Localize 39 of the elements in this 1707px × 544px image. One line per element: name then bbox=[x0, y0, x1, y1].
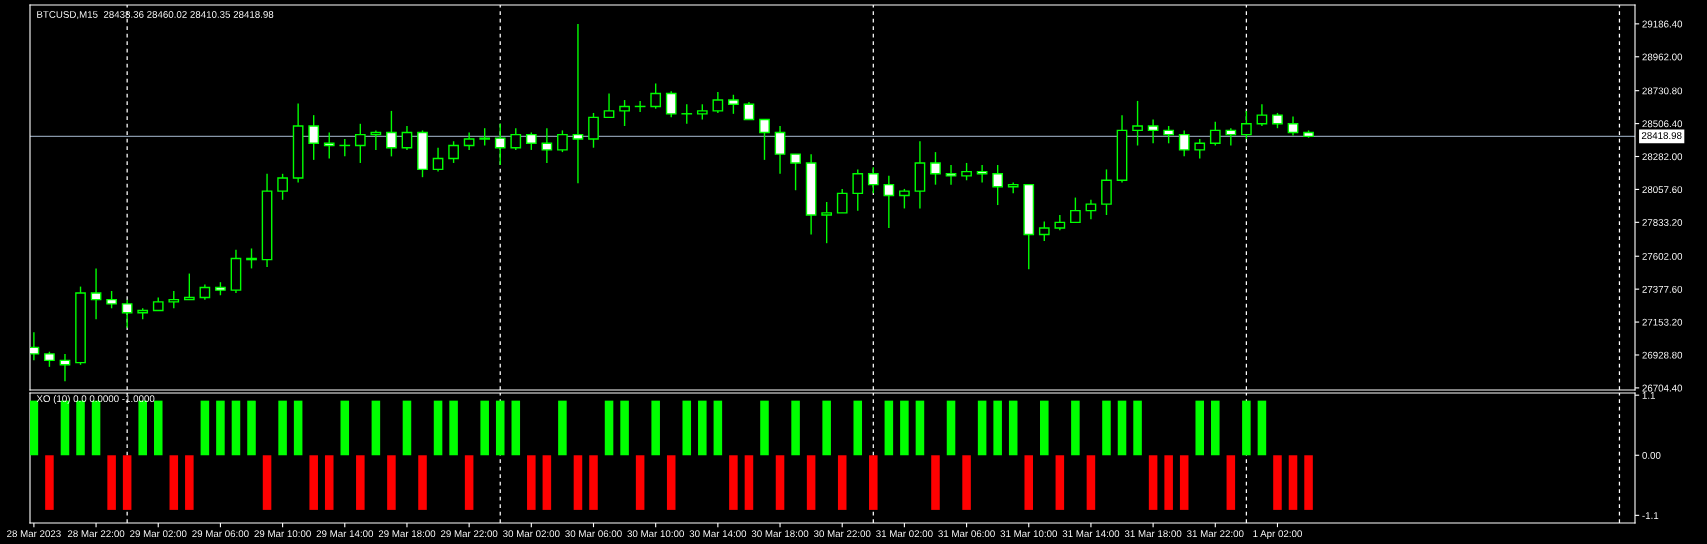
y-tick-label: 27377.60 bbox=[1642, 285, 1683, 293]
chart-title: XO (10) 0.0 0.0000 -1.0000 bbox=[36, 394, 155, 405]
x-tick-label: 29 Mar 18:00 bbox=[378, 530, 436, 538]
y-tick-label: 28730.80 bbox=[1642, 87, 1683, 95]
x-tick-label: 30 Mar 14:00 bbox=[689, 530, 747, 538]
x-tick-label: 31 Mar 02:00 bbox=[876, 530, 933, 538]
x-tick-label: 28 Mar 22:00 bbox=[67, 530, 125, 538]
y-tick-label: 28506.40 bbox=[1642, 120, 1683, 128]
x-tick-label: 30 Mar 18:00 bbox=[751, 530, 809, 538]
y-tick-label: 28282.00 bbox=[1642, 153, 1683, 161]
x-tick-label: 1 Apr 02:00 bbox=[1253, 530, 1302, 540]
y-tick-label: -1.1 bbox=[1642, 512, 1659, 519]
x-tick-label: 30 Mar 22:00 bbox=[813, 530, 871, 538]
x-tick-label: 28 Mar 2023 bbox=[7, 530, 61, 538]
x-tick-label: 29 Mar 06:00 bbox=[192, 530, 249, 538]
y-tick-label: 27833.20 bbox=[1642, 219, 1683, 226]
x-tick-label: 31 Mar 22:00 bbox=[1187, 530, 1244, 538]
y-tick-label: 29186.40 bbox=[1642, 20, 1683, 28]
x-tick-label: 31 Mar 18:00 bbox=[1124, 530, 1182, 538]
ref-line-label: 28418.98 bbox=[1641, 132, 1682, 140]
text: BTCUSD,M15 28438.36 28460.02 28410.35 28418.98 bbox=[37, 11, 274, 20]
y-tick-label: 26704.40 bbox=[1642, 384, 1683, 392]
x-tick-label: 30 Mar 02:00 bbox=[503, 530, 560, 538]
x-tick-label: 29 Mar 02:00 bbox=[130, 530, 187, 538]
x-tick-label: 31 Mar 14:00 bbox=[1062, 530, 1120, 538]
x-tick-label: 31 Mar 06:00 bbox=[938, 530, 995, 538]
x-tick-label: 29 Mar 22:00 bbox=[440, 530, 498, 538]
x-tick-label: 31 Mar 10:00 bbox=[1000, 530, 1058, 538]
x-tick-label: 30 Mar 10:00 bbox=[627, 530, 684, 538]
y-tick-label: 28057.60 bbox=[1642, 186, 1683, 194]
y-tick-label: 27153.20 bbox=[1642, 318, 1683, 326]
y-tick-label: 26928.80 bbox=[1642, 351, 1683, 359]
x-tick-label: 30 Mar 06:00 bbox=[565, 530, 622, 538]
y-tick-label: 0.00 bbox=[1642, 452, 1661, 459]
y-tick-label: 28962.00 bbox=[1642, 53, 1683, 61]
y-tick-label: 27602.00 bbox=[1642, 252, 1683, 260]
x-tick-label: 29 Mar 14:00 bbox=[316, 530, 374, 538]
y-tick-label: 1.1 bbox=[1642, 392, 1655, 399]
x-tick-label: 29 Mar 10:00 bbox=[254, 530, 311, 538]
